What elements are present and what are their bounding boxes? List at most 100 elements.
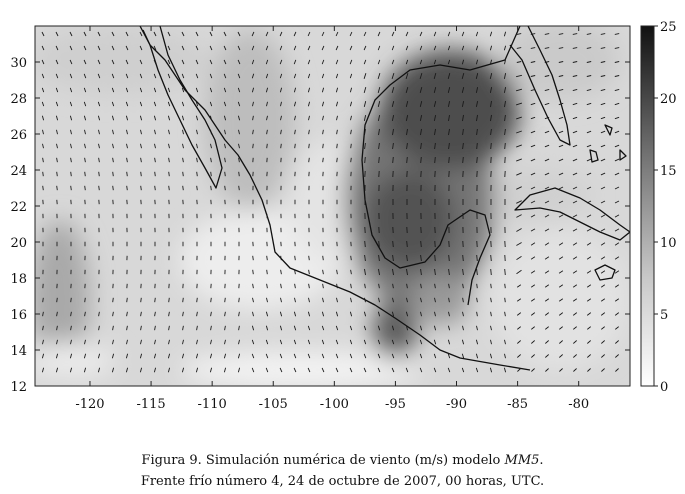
wind-arrow	[558, 228, 564, 232]
wind-arrow	[139, 367, 143, 373]
wind-arrow	[335, 325, 339, 331]
wind-arrow	[41, 59, 45, 65]
wind-arrow	[516, 47, 522, 49]
wind-arrow	[614, 284, 620, 288]
wind-arrow	[321, 353, 325, 359]
wind-arrow	[196, 157, 198, 163]
wind-arrow	[55, 45, 59, 51]
wind-arrow	[335, 87, 339, 93]
wind-arrow	[586, 256, 592, 260]
wind-arrow	[516, 144, 522, 148]
wind-arrow	[447, 353, 451, 359]
wind-arrow	[433, 325, 437, 331]
wind-speed-map-figure: -120 -115 -110 -105 -100 -95 -90 -85 -80 1214161…	[10, 20, 676, 412]
wind-arrow	[307, 353, 311, 359]
wind-arrow	[98, 185, 100, 191]
wind-arrow	[504, 297, 506, 303]
x-tick-label: -120	[75, 397, 104, 412]
wind-arrow	[70, 325, 72, 331]
wind-arrow	[335, 101, 339, 107]
wind-arrow	[614, 33, 620, 35]
wind-arrow	[434, 268, 436, 276]
wind-arrow	[237, 73, 241, 79]
wind-arrow	[461, 367, 465, 373]
wind-arrow	[517, 354, 521, 358]
wind-arrow	[614, 61, 620, 63]
wind-arrow	[448, 142, 450, 150]
wind-arrow	[614, 158, 620, 162]
wind-arrow	[434, 297, 436, 303]
wind-arrow	[378, 254, 380, 262]
wind-arrow	[434, 254, 436, 262]
wind-arrow	[307, 59, 311, 65]
wind-arrow	[614, 102, 620, 106]
wind-arrow	[447, 31, 451, 37]
wind-arrow	[614, 186, 620, 190]
wind-arrow	[139, 31, 143, 37]
x-tick-label: -90	[446, 397, 467, 412]
wind-arrow	[363, 367, 367, 373]
wind-arrow	[322, 283, 324, 289]
wind-arrow	[586, 172, 592, 176]
wind-arrow	[139, 45, 143, 51]
wind-arrow	[544, 75, 550, 77]
wind-arrow	[586, 61, 592, 63]
wind-arrow	[140, 325, 142, 331]
wind-arrow	[476, 283, 478, 289]
wind-arrow	[475, 339, 479, 345]
wind-arrow	[515, 74, 523, 78]
wind-arrow	[237, 31, 241, 37]
wind-arrow	[433, 45, 437, 51]
wind-arrow	[349, 311, 353, 317]
wind-arrow	[433, 115, 437, 121]
wind-arrow	[237, 115, 241, 121]
wind-arrow	[600, 242, 606, 246]
wind-arrow	[154, 185, 156, 191]
wind-arrow	[448, 297, 450, 303]
wind-arrow	[111, 59, 115, 65]
wind-arrow	[530, 61, 536, 63]
wind-arrow	[307, 45, 311, 51]
wind-arrow	[56, 339, 58, 345]
wind-arrow	[475, 367, 479, 373]
wind-arrow	[461, 72, 465, 80]
wind-arrow	[391, 59, 395, 65]
wind-arrow	[600, 214, 606, 218]
wind-arrow	[586, 116, 592, 120]
wind-arrow	[41, 115, 45, 121]
wind-arrow	[349, 101, 353, 107]
wind-arrow	[224, 297, 226, 303]
wind-arrow	[503, 45, 507, 51]
caption-line-1-prefix: Figura 9. Simulación numérica de viento …	[141, 453, 505, 468]
wind-arrow	[489, 59, 493, 65]
wind-arrow	[238, 171, 240, 177]
wind-arrow	[321, 87, 325, 93]
wind-arrow	[434, 311, 436, 317]
wind-arrow	[600, 116, 606, 120]
wind-arrow	[83, 59, 87, 65]
wind-arrow	[504, 283, 506, 289]
wind-arrow	[168, 143, 170, 149]
wind-arrow	[140, 143, 142, 149]
wind-arrow	[600, 172, 606, 176]
wind-arrow	[252, 143, 254, 149]
wind-arrow	[461, 31, 465, 37]
wind-arrow	[600, 75, 606, 77]
coastlines	[139, 26, 630, 371]
wind-arrow	[377, 86, 381, 94]
wind-arrow	[392, 142, 394, 150]
wind-arrow	[97, 353, 101, 359]
wind-arrow	[530, 33, 536, 35]
wind-arrow	[307, 31, 311, 37]
wind-arrow	[140, 297, 142, 303]
wind-arrow	[392, 254, 394, 262]
wind-arrow	[572, 312, 578, 316]
wind-arrow	[139, 101, 143, 107]
wind-arrow	[41, 101, 45, 107]
wind-arrow	[307, 87, 311, 93]
wind-arrow	[41, 73, 45, 79]
wind-arrow	[322, 297, 324, 303]
wind-arrow	[266, 283, 268, 289]
wind-arrow	[530, 144, 536, 148]
wind-arrow	[614, 214, 620, 218]
